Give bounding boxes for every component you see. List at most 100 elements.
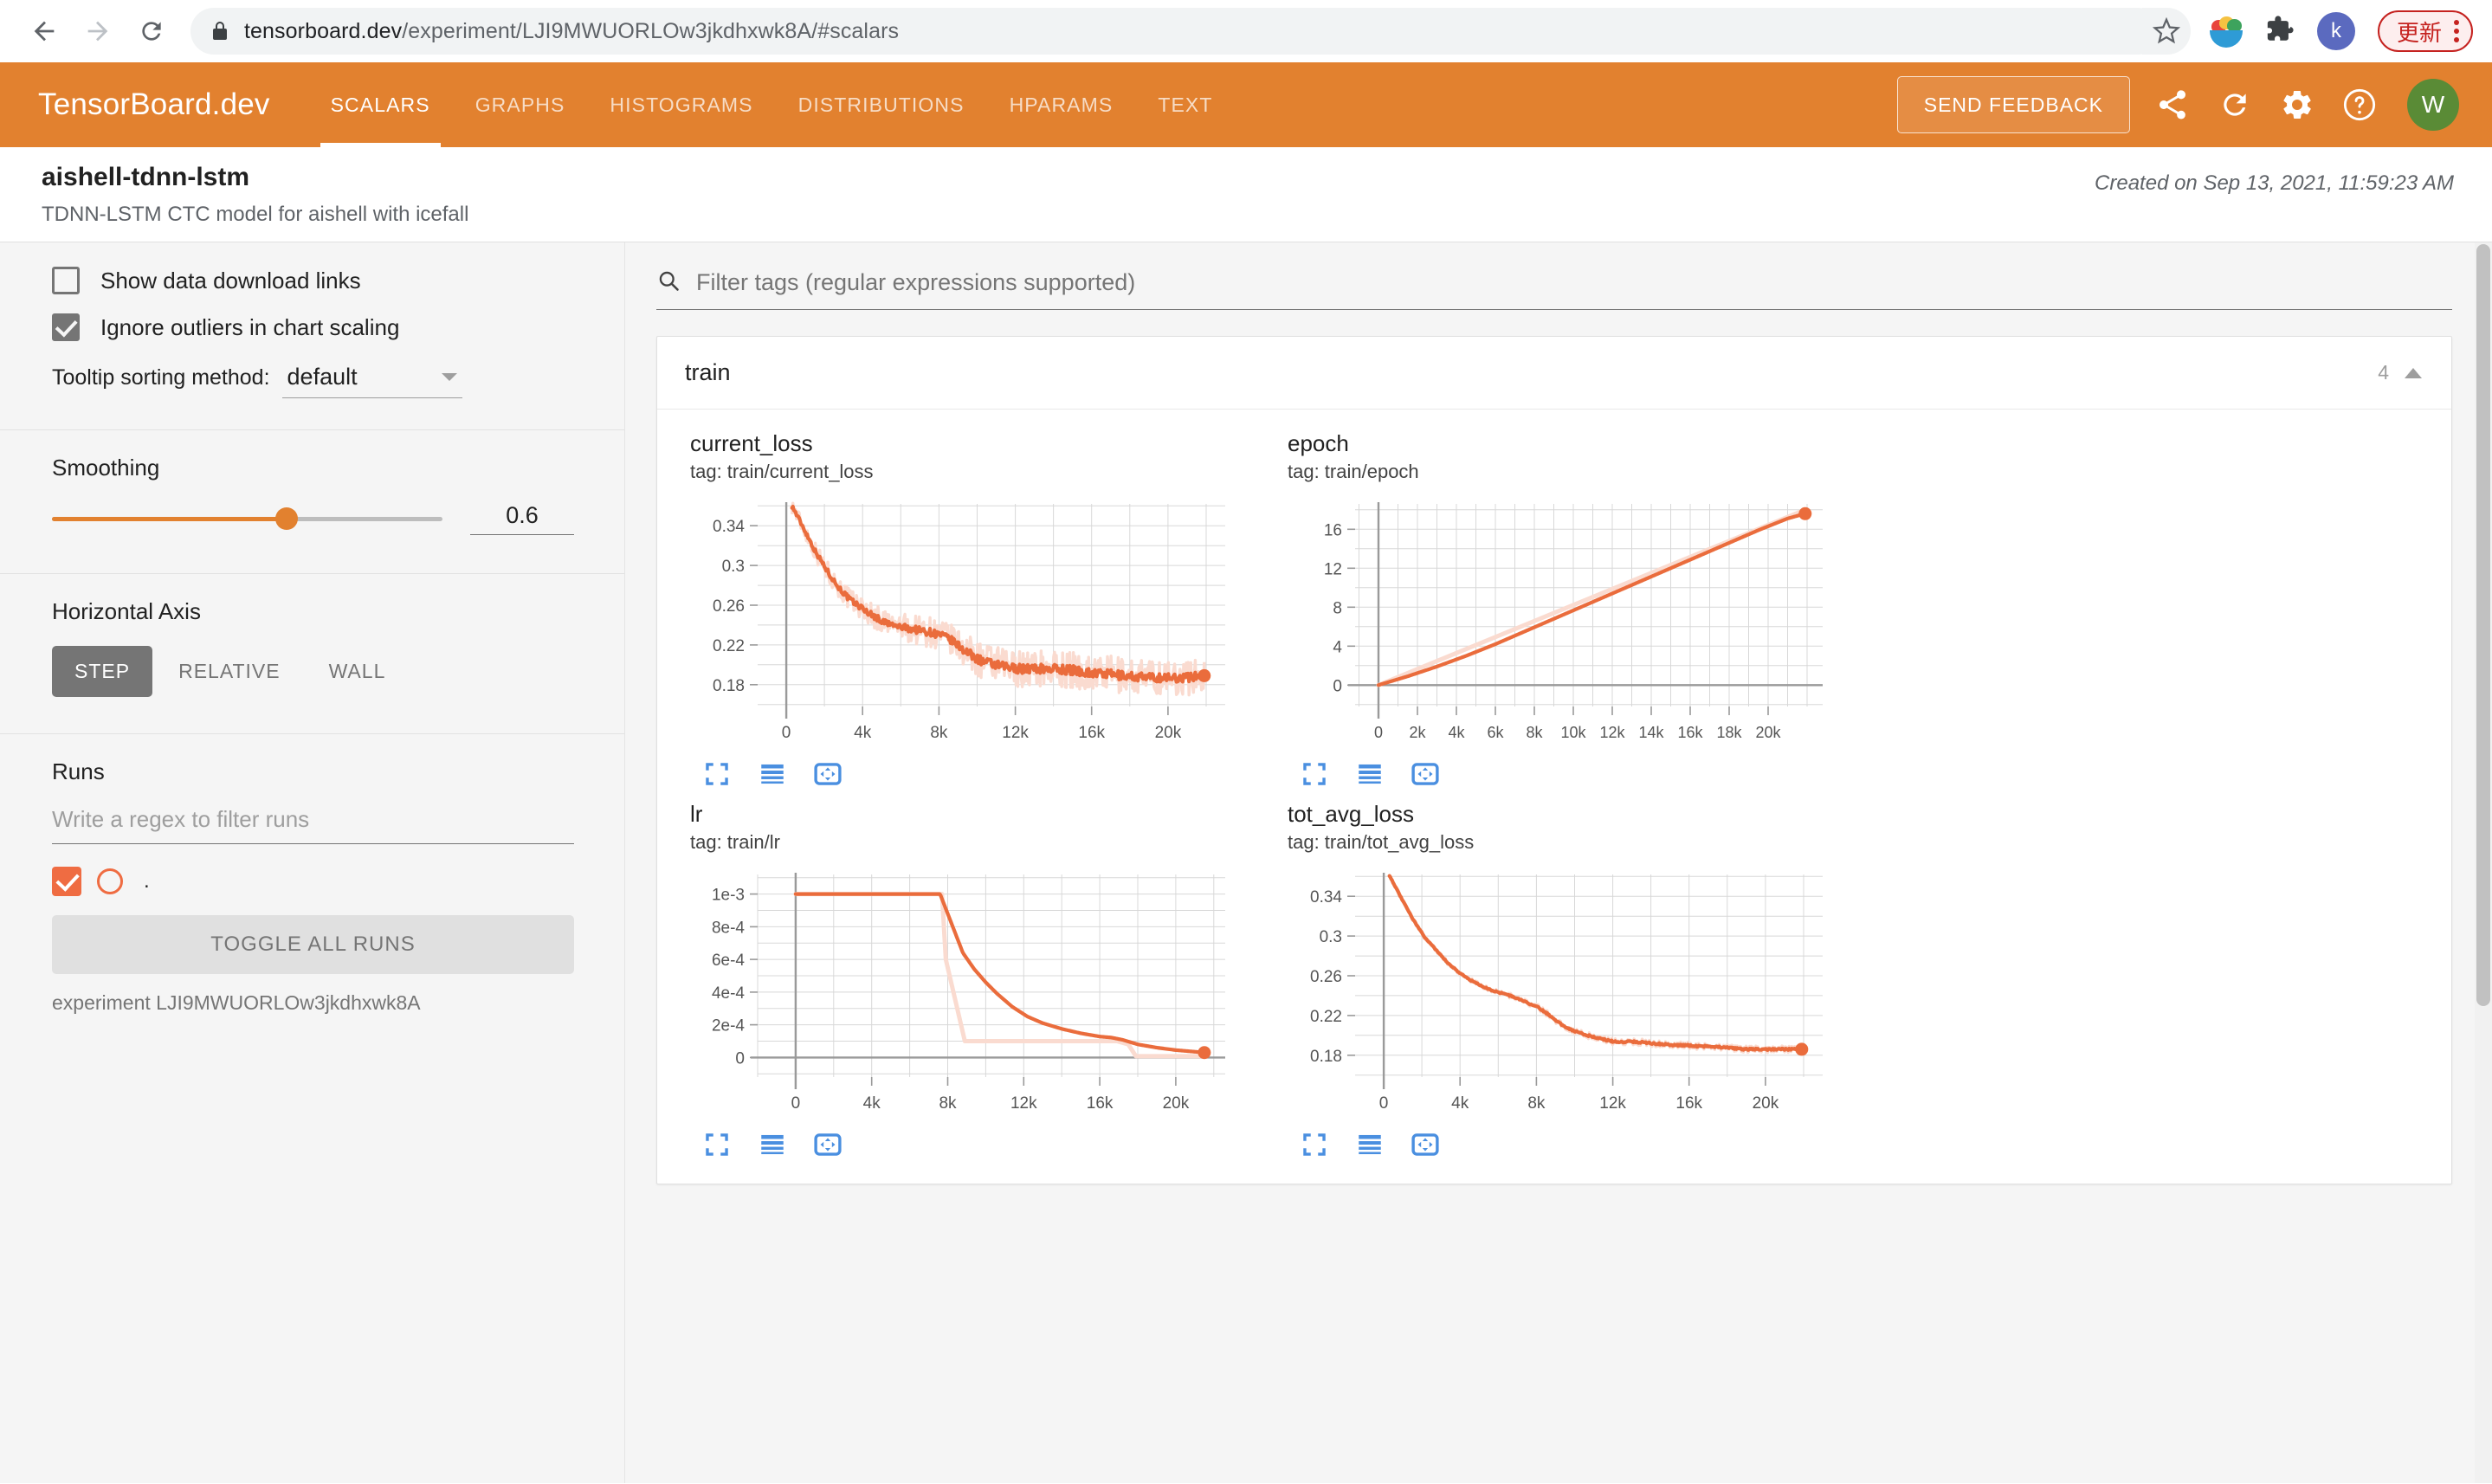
data-table-icon[interactable] <box>758 759 787 789</box>
svg-text:0: 0 <box>735 1049 745 1068</box>
profile-avatar[interactable]: k <box>2316 12 2355 50</box>
axis-option-relative[interactable]: RELATIVE <box>178 660 281 682</box>
runs-filter-input[interactable]: Write a regex to filter runs <box>52 806 574 844</box>
tooltip-sorting-label: Tooltip sorting method: <box>52 365 270 390</box>
data-table-icon[interactable] <box>1355 1130 1385 1159</box>
url-path: /experiment/LJI9MWUORLOw3jkdhxwk8A/#scal… <box>402 18 900 43</box>
smoothing-slider-knob[interactable] <box>274 507 298 530</box>
main-scrollbar[interactable] <box>2475 242 2492 1483</box>
tab-graphs[interactable]: GRAPHS <box>475 93 565 116</box>
tag-group-header[interactable]: train 4 <box>657 337 2451 410</box>
smoothing-title: Smoothing <box>52 455 160 481</box>
svg-text:2k: 2k <box>1409 724 1426 741</box>
reset-zoom-icon[interactable] <box>813 759 843 789</box>
svg-text:12k: 12k <box>1010 1094 1037 1113</box>
fullscreen-icon[interactable] <box>702 759 732 789</box>
main-tabs: SCALARS GRAPHS HISTOGRAMS DISTRIBUTIONS … <box>308 62 1236 147</box>
back-button[interactable] <box>19 6 69 56</box>
chart-title: current_loss <box>690 430 813 456</box>
browser-toolbar: tensorboard.dev/experiment/LJI9MWUORLOw3… <box>0 0 2492 62</box>
tab-hparams[interactable]: HPARAMS <box>1009 93 1114 116</box>
divider <box>0 429 624 430</box>
refresh-icon[interactable] <box>2215 85 2255 125</box>
svg-text:4: 4 <box>1333 638 1342 656</box>
chart-tag: tag: train/tot_avg_loss <box>1288 831 1475 853</box>
reload-button[interactable] <box>126 6 177 56</box>
smoothing-slider[interactable] <box>52 507 442 530</box>
tab-text[interactable]: TEXT <box>1158 93 1213 116</box>
gear-icon[interactable] <box>2277 85 2317 125</box>
svg-text:8k: 8k <box>1527 1094 1546 1113</box>
fullscreen-icon[interactable] <box>1300 759 1329 789</box>
experiment-description: TDNN-LSTM CTC model for aishell with ice… <box>42 203 469 226</box>
chevron-up-icon[interactable] <box>2405 367 2422 378</box>
axis-option-wall[interactable]: WALL <box>328 660 386 682</box>
horizontal-axis-buttons: STEP RELATIVE WALL <box>52 646 574 697</box>
fullscreen-icon[interactable] <box>702 1130 732 1159</box>
main-scrollbar-thumb[interactable] <box>2476 244 2490 1006</box>
kebab-menu-icon[interactable] <box>2454 20 2459 42</box>
run-name: . <box>144 869 150 893</box>
svg-text:12k: 12k <box>1599 1094 1626 1113</box>
tooltip-sorting-row: Tooltip sorting method: default <box>52 364 574 407</box>
settings-sidebar: Show data download links Ignore outliers… <box>0 242 625 1483</box>
show-download-links-row[interactable]: Show data download links <box>52 267 574 294</box>
chart-plot[interactable]: 0 4 8 12 16 0 2k 4k 6k 8k 10k 12k 14k 16k 18k 20k <box>1288 492 1861 756</box>
salad-extension-icon[interactable] <box>2209 15 2243 48</box>
bookmark-star-button[interactable] <box>2141 8 2191 55</box>
chart-tag: tag: train/current_loss <box>690 461 874 482</box>
ignore-outliers-checkbox[interactable] <box>52 313 80 341</box>
run-list-item[interactable]: . <box>52 867 574 896</box>
chart-tag: tag: train/epoch <box>1288 461 1419 482</box>
tooltip-sorting-value: default <box>287 364 358 390</box>
chart-toolbar <box>690 1130 1263 1159</box>
help-circle-icon[interactable] <box>2340 85 2379 125</box>
axis-option-step[interactable]: STEP <box>52 646 153 697</box>
reset-zoom-icon[interactable] <box>1411 1130 1440 1159</box>
reset-zoom-icon[interactable] <box>1411 759 1440 789</box>
smoothing-section: Smoothing 0.6 <box>0 455 624 535</box>
display-options: Show data download links Ignore outliers… <box>0 267 624 407</box>
chart-tag: tag: train/lr <box>690 831 780 853</box>
search-icon <box>656 268 681 297</box>
puzzle-piece-icon[interactable] <box>2265 15 2295 48</box>
svg-text:4k: 4k <box>863 1094 881 1113</box>
show-download-links-checkbox[interactable] <box>52 267 80 294</box>
update-button[interactable]: 更新 <box>2377 10 2473 52</box>
reset-zoom-icon[interactable] <box>813 1130 843 1159</box>
chart-plot[interactable]: 0.18 0.22 0.26 0.3 0.34 0 4k 8k 12k 16k 20k <box>1288 862 1861 1126</box>
svg-text:8k: 8k <box>930 724 948 742</box>
fullscreen-icon[interactable] <box>1300 1130 1329 1159</box>
user-avatar[interactable]: W <box>2407 79 2459 131</box>
chart-plot[interactable]: 0.18 0.22 0.26 0.3 0.34 0 4k 8k 12k 16k 20k <box>690 492 1263 756</box>
toggle-all-runs-button[interactable]: TOGGLE ALL RUNS <box>52 915 574 974</box>
address-bar[interactable]: tensorboard.dev/experiment/LJI9MWUORLOw3… <box>190 8 2161 55</box>
ignore-outliers-row[interactable]: Ignore outliers in chart scaling <box>52 313 574 341</box>
chart-toolbar <box>1288 1130 1861 1159</box>
horizontal-axis-section: Horizontal Axis STEP RELATIVE WALL <box>0 598 624 697</box>
smoothing-control: 0.6 <box>52 502 574 535</box>
tab-histograms[interactable]: HISTOGRAMS <box>610 93 753 116</box>
svg-text:0: 0 <box>1379 1094 1389 1113</box>
tag-filter-field[interactable]: Filter tags (regular expressions support… <box>656 268 2452 310</box>
svg-text:4k: 4k <box>1451 1094 1469 1113</box>
chart-plot[interactable]: 0 2e-4 4e-4 6e-4 8e-4 1e-3 0 4k 8k 12k 16k 20k <box>690 862 1263 1126</box>
charts-grid: current_loss tag: train/current_loss 0.1… <box>657 410 2451 1184</box>
smoothing-value-input[interactable]: 0.6 <box>470 502 574 535</box>
tab-scalars[interactable]: SCALARS <box>308 62 453 147</box>
svg-text:12k: 12k <box>1002 724 1029 742</box>
data-table-icon[interactable] <box>758 1130 787 1159</box>
share-icon[interactable] <box>2153 85 2192 125</box>
svg-text:0.18: 0.18 <box>713 677 745 695</box>
chrome-actions: k 更新 <box>2209 10 2473 52</box>
send-feedback-button[interactable]: SEND FEEDBACK <box>1896 76 2130 133</box>
runs-title: Runs <box>52 758 105 784</box>
chart-title: tot_avg_loss <box>1288 801 1414 827</box>
svg-text:0.3: 0.3 <box>722 558 745 576</box>
tab-distributions[interactable]: DISTRIBUTIONS <box>797 93 965 116</box>
data-table-icon[interactable] <box>1355 759 1385 789</box>
tooltip-sorting-select[interactable]: default <box>281 364 462 398</box>
run-checkbox[interactable] <box>52 867 81 896</box>
forward-button[interactable] <box>73 6 123 56</box>
svg-text:1e-3: 1e-3 <box>712 887 745 905</box>
